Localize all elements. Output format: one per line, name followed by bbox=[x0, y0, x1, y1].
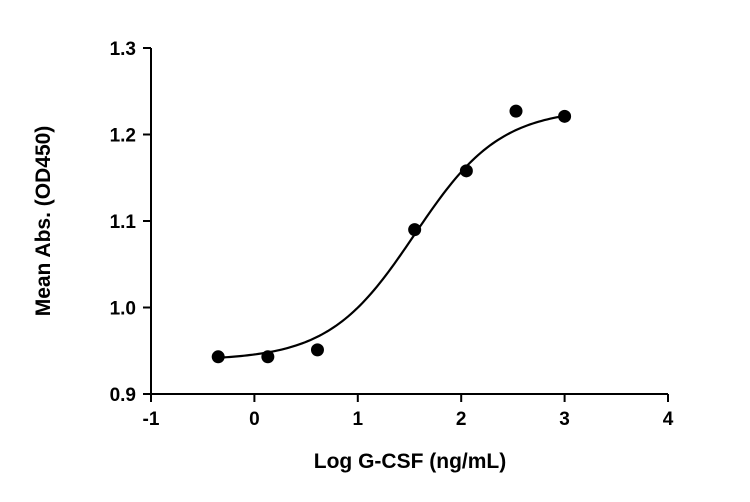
y-ticks: 0.9 1.0 1.1 1.2 1.3 bbox=[110, 39, 151, 406]
y-tick-label: 1.2 bbox=[110, 126, 136, 147]
data-point bbox=[558, 109, 572, 123]
data-point bbox=[261, 350, 275, 364]
x-tick-label: 3 bbox=[559, 409, 570, 430]
y-axis: 0.9 1.0 1.1 1.2 1.3 Mean Abs. (OD450) bbox=[32, 39, 152, 406]
x-tick-label: -1 bbox=[143, 409, 160, 430]
x-tick-label: 4 bbox=[663, 409, 674, 430]
data-points bbox=[211, 104, 572, 364]
x-axis: -1 0 1 2 3 4 Log G-CSF (ng/mL) bbox=[143, 393, 674, 473]
data-point bbox=[459, 164, 473, 178]
x-tick-label: 0 bbox=[249, 409, 260, 430]
fit-curve bbox=[218, 114, 565, 359]
y-axis-title: Mean Abs. (OD450) bbox=[32, 126, 55, 317]
y-tick-label: 1.1 bbox=[110, 212, 137, 233]
y-tick-label: 1.0 bbox=[110, 299, 136, 320]
y-tick-label: 0.9 bbox=[110, 385, 136, 406]
y-tick-label: 1.3 bbox=[110, 39, 136, 60]
data-point bbox=[211, 350, 225, 364]
data-point bbox=[408, 223, 422, 237]
x-tick-label: 1 bbox=[353, 409, 364, 430]
data-point bbox=[509, 104, 523, 118]
x-axis-title: Log G-CSF (ng/mL) bbox=[314, 450, 506, 473]
x-tick-label: 2 bbox=[456, 409, 467, 430]
x-ticks: -1 0 1 2 3 4 bbox=[143, 394, 674, 430]
data-point bbox=[310, 343, 324, 357]
